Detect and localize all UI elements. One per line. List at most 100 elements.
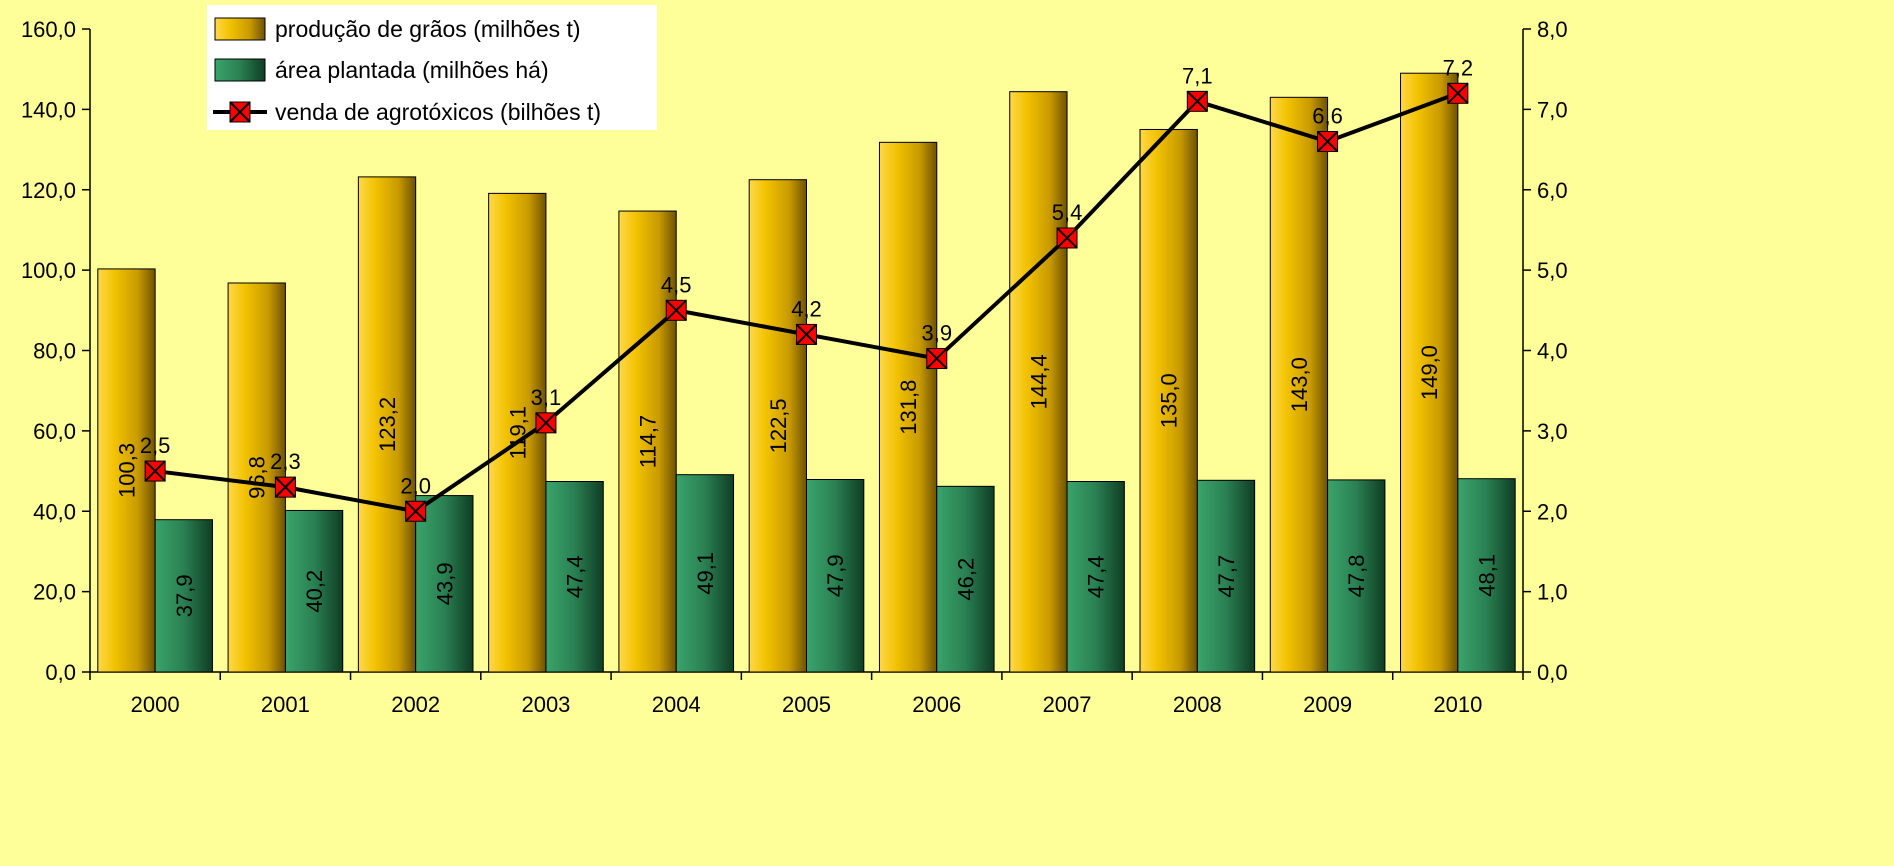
y-right-tick-label: 7,0 — [1537, 97, 1568, 122]
x-tick-label: 2008 — [1173, 692, 1222, 717]
bar-area-label: 47,4 — [1084, 555, 1109, 598]
legend-label-line: venda de agrotóxicos (bilhões t) — [275, 99, 601, 125]
bar-area-2010 — [1457, 478, 1516, 673]
marker-cross — [1316, 130, 1339, 153]
line-point-label: 2,5 — [140, 433, 171, 458]
line-point-label: 6,6 — [1312, 104, 1343, 129]
bar-area-label: 46,2 — [953, 558, 978, 601]
bar-area-2003 — [545, 481, 604, 673]
bar-area-label: 40,2 — [302, 570, 327, 613]
y-left-tick-label: 0,0 — [45, 660, 76, 685]
marker-cross — [1056, 227, 1078, 249]
marker-cross — [404, 500, 427, 522]
marker-agrotoxicos-2002 — [404, 500, 427, 522]
bar-grain-2006 — [878, 141, 938, 673]
y-left-tick-label: 160,0 — [21, 17, 76, 42]
bar-grain-2001 — [227, 282, 286, 673]
legend-label-grain: produção de grãos (milhões t) — [275, 16, 581, 42]
data-labels-layer: 100,3 37,9 96,8 40,2 123,2 43,9 119,1 47,4 114,7… — [114, 55, 1499, 617]
marker-agrotoxicos-2003 — [535, 412, 557, 434]
line-layer — [144, 82, 1469, 522]
marker-agrotoxicos-2000 — [144, 460, 166, 482]
y-right-tick-label: 8,0 — [1537, 17, 1568, 42]
bar-area-2004 — [675, 474, 735, 673]
legend-marker-cross — [229, 101, 251, 123]
legend-swatch-grain — [214, 17, 266, 41]
bar-grain-label: 144,4 — [1026, 354, 1051, 409]
y-right-tick-label: 5,0 — [1537, 258, 1568, 283]
y-left-tick-label: 100,0 — [21, 258, 76, 283]
bar-area-label: 48,1 — [1475, 554, 1500, 597]
bar-area-label: 37,9 — [172, 574, 197, 617]
y-right-tick-label: 3,0 — [1537, 419, 1568, 444]
bar-grain-label: 100,3 — [114, 443, 139, 498]
marker-cross — [144, 460, 166, 482]
bar-area-label: 49,1 — [693, 552, 718, 595]
y-left-tick-label: 60,0 — [33, 419, 76, 444]
bar-grain-label: 114,7 — [636, 415, 661, 468]
marker-cross — [926, 347, 948, 370]
x-tick-label: 2006 — [912, 692, 961, 717]
bar-area-2008 — [1196, 479, 1256, 673]
x-tick-label: 2004 — [652, 692, 701, 717]
bar-grain-label: 135,0 — [1157, 373, 1182, 428]
y-right-tick-label: 2,0 — [1537, 499, 1568, 524]
y-right-tick-label: 0,0 — [1537, 660, 1568, 685]
y-left-tick-label: 40,0 — [33, 499, 76, 524]
bar-grain-label: 119,1 — [505, 406, 530, 459]
bar-grain-label: 131,8 — [896, 380, 921, 435]
bar-area-2005 — [806, 479, 865, 673]
bar-grain-2002 — [357, 176, 417, 673]
y-left-tick-label: 20,0 — [33, 580, 76, 605]
y-left-tick-label: 140,0 — [21, 97, 76, 122]
marker-cross — [665, 299, 687, 322]
bar-grain-2005 — [748, 179, 807, 673]
bar-area-2002 — [415, 495, 474, 673]
marker-agrotoxicos-2001 — [274, 476, 297, 498]
y-right-tick-label: 1,0 — [1537, 580, 1568, 605]
marker-agrotoxicos-2005 — [795, 323, 818, 346]
x-tick-label: 2005 — [782, 692, 831, 717]
legend-box — [207, 5, 657, 130]
marker-agrotoxicos-2004 — [665, 299, 687, 322]
marker-agrotoxicos-2007 — [1056, 227, 1078, 249]
bar-grain-label: 122,5 — [766, 398, 791, 453]
x-tick-label: 2000 — [131, 692, 180, 717]
x-tick-label: 2003 — [521, 692, 570, 717]
x-tick-label: 2002 — [391, 692, 440, 717]
x-tick-label: 2007 — [1043, 692, 1092, 717]
line-point-label: 4,2 — [791, 296, 822, 321]
bar-grain-label: 149,0 — [1417, 345, 1442, 400]
marker-cross — [535, 412, 557, 434]
marker-cross — [795, 323, 818, 346]
legend-label-area: área plantada (milhões há) — [275, 57, 549, 83]
bar-grain-label: 143,0 — [1287, 357, 1312, 412]
bar-grain-label: 123,2 — [375, 397, 400, 452]
bar-area-label: 47,8 — [1344, 555, 1369, 598]
bar-area-2001 — [284, 509, 344, 673]
line-point-label: 2,0 — [400, 473, 431, 498]
line-point-label: 7,1 — [1182, 63, 1213, 88]
bar-area-label: 47,7 — [1214, 555, 1239, 598]
bar-grain-2009 — [1269, 96, 1329, 673]
bar-grain-2004 — [618, 210, 677, 673]
line-point-label: 7,2 — [1443, 55, 1474, 80]
marker-cross — [1186, 90, 1209, 113]
bar-area-label: 43,9 — [432, 562, 457, 605]
x-tick-label: 2010 — [1433, 692, 1482, 717]
marker-agrotoxicos-2008 — [1186, 90, 1209, 113]
marker-cross — [1447, 82, 1469, 105]
y-left-tick-label: 120,0 — [21, 178, 76, 203]
bar-area-label: 47,4 — [563, 555, 588, 598]
line-point-label: 5,4 — [1052, 200, 1083, 225]
axes-layer: 0,0 20,0 40,0 60,0 80,0 100,0 120,0 140,0 160,0 0… — [21, 17, 1568, 717]
y-left-tick-label: 80,0 — [33, 339, 76, 364]
x-tick-label: 2009 — [1303, 692, 1352, 717]
bar-area-2000 — [154, 519, 213, 673]
bar-grain-2008 — [1139, 128, 1198, 673]
legend-swatch-area — [214, 58, 266, 82]
line-point-label: 2,3 — [270, 449, 301, 474]
y-right-tick-label: 6,0 — [1537, 178, 1568, 203]
bar-area-2009 — [1327, 479, 1386, 673]
